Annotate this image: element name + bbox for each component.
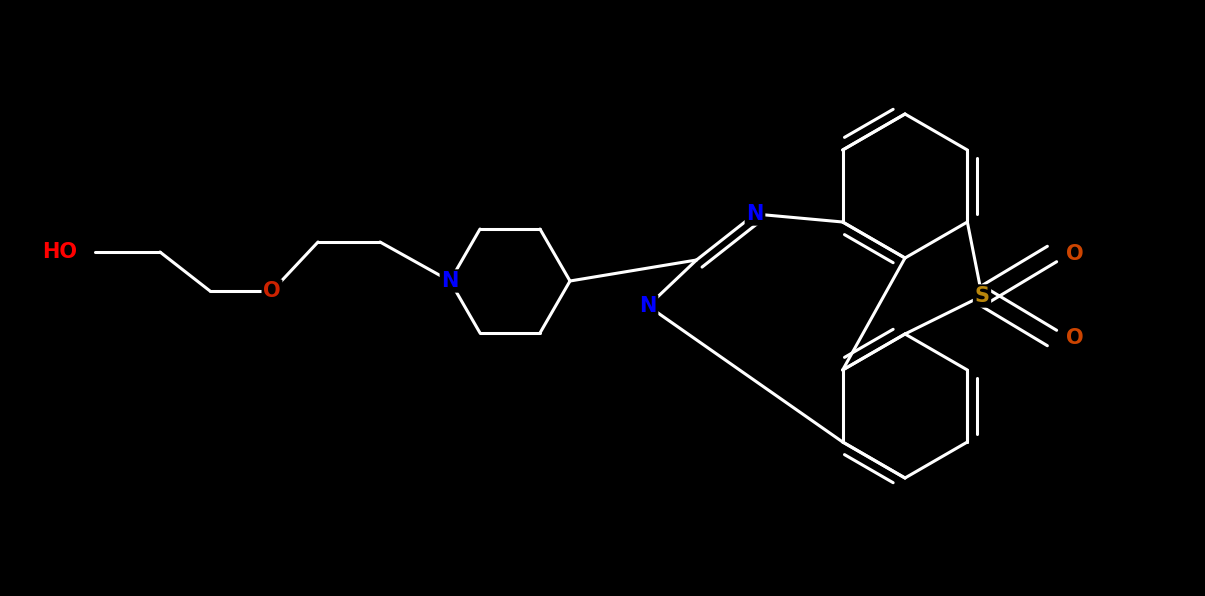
- Text: N: N: [441, 271, 459, 291]
- Text: N: N: [640, 296, 657, 316]
- Text: S: S: [975, 286, 989, 306]
- Text: N: N: [746, 204, 764, 224]
- Text: HO: HO: [42, 242, 77, 262]
- Text: O: O: [263, 281, 281, 301]
- Text: O: O: [1066, 244, 1083, 264]
- Text: O: O: [1066, 328, 1083, 348]
